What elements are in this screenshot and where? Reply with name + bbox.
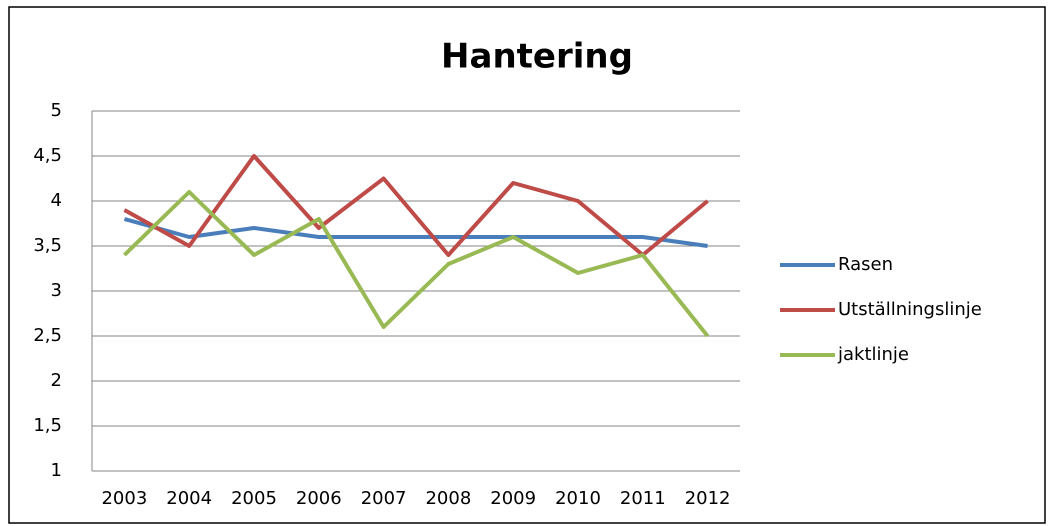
legend-label: Rasen [838, 254, 893, 275]
x-tick-label: 2004 [166, 488, 212, 509]
legend-label: jaktlinje [837, 344, 909, 365]
x-tick-label: 2011 [620, 488, 666, 509]
y-tick-label: 4,5 [33, 145, 62, 166]
y-tick-label: 1 [51, 460, 62, 481]
x-tick-label: 2010 [555, 488, 601, 509]
x-tick-label: 2009 [490, 488, 536, 509]
y-tick-label: 2,5 [33, 325, 62, 346]
series-line [123, 154, 709, 257]
x-tick-label: 2008 [425, 488, 471, 509]
x-tick-label: 2007 [361, 488, 407, 509]
x-tick-label: 2012 [685, 488, 731, 509]
y-tick-label: 2 [51, 370, 62, 391]
y-tick-label: 5 [51, 100, 62, 121]
series-line [123, 217, 708, 248]
y-tick-label: 3,5 [33, 235, 62, 256]
x-tick-label: 2003 [101, 488, 147, 509]
x-tick-label: 2006 [296, 488, 342, 509]
legend-label: Utställningslinje [838, 299, 982, 320]
y-tick-label: 3 [51, 280, 62, 301]
chart-title: Hantering [441, 37, 633, 77]
series-line [123, 190, 710, 338]
x-tick-label: 2005 [231, 488, 277, 509]
chart-frame [8, 6, 1046, 524]
y-tick-label: 1,5 [33, 415, 62, 436]
y-tick-label: 4 [51, 190, 62, 211]
